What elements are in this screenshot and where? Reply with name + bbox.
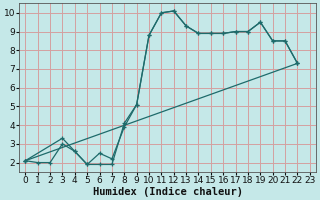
X-axis label: Humidex (Indice chaleur): Humidex (Indice chaleur) bbox=[92, 186, 243, 197]
